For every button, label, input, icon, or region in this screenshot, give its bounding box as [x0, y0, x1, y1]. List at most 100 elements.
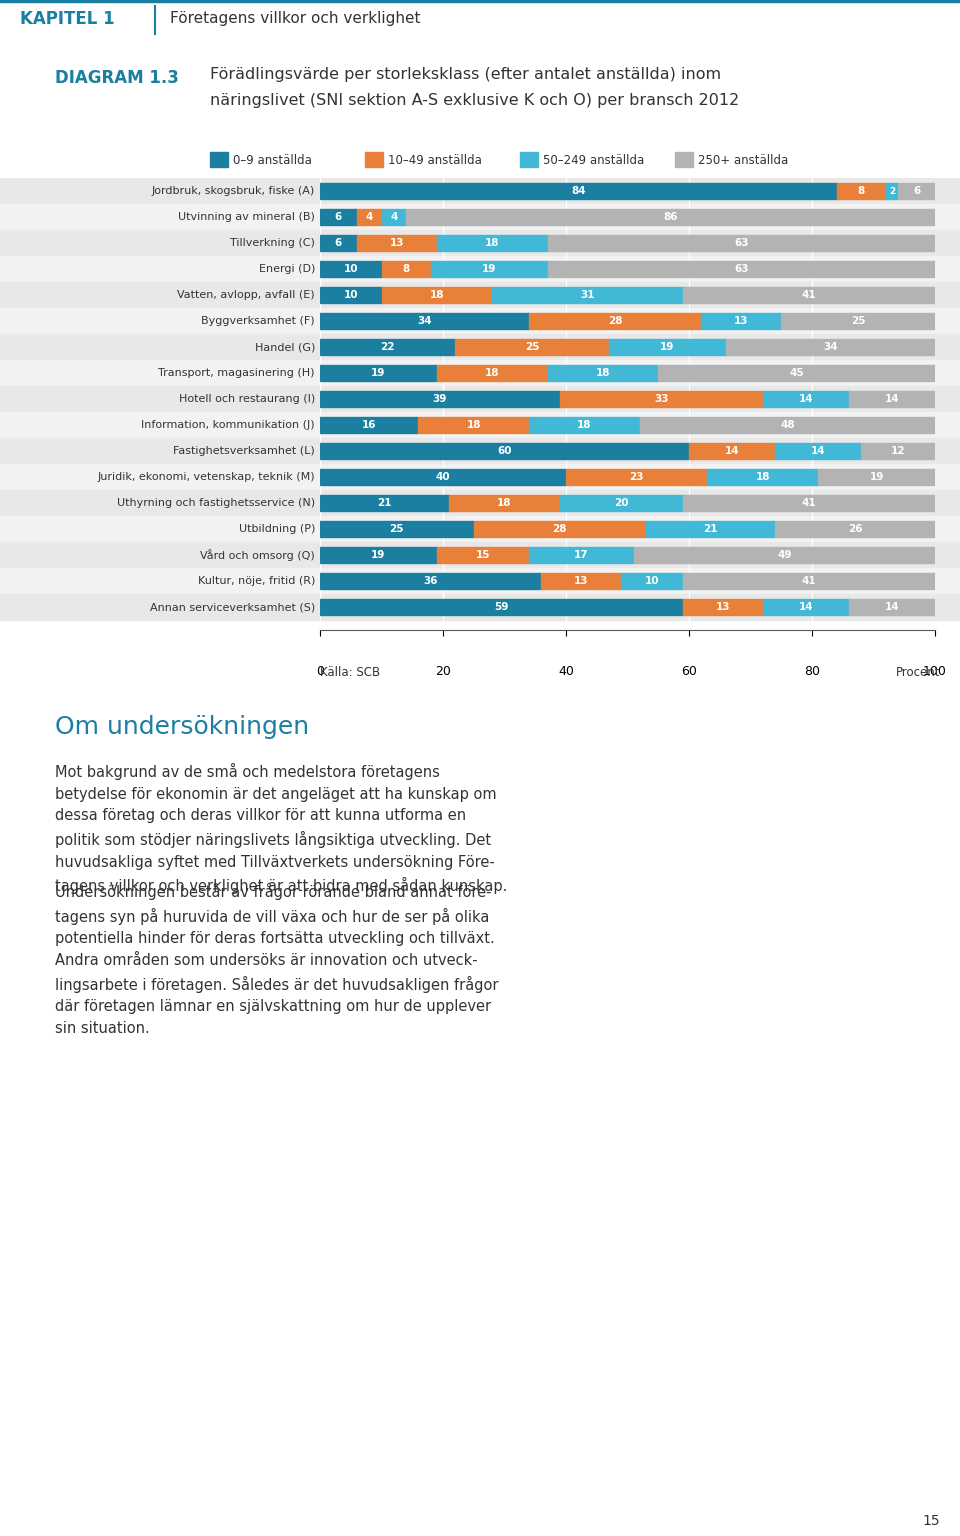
- Text: Fastighetsverksamhet (L): Fastighetsverksamhet (L): [173, 445, 315, 456]
- Text: 6: 6: [335, 238, 342, 247]
- Bar: [320, 468, 566, 485]
- Text: näringslivet (SNI sektion A-S exklusive K och O) per bransch 2012: näringslivet (SNI sektion A-S exklusive …: [210, 94, 739, 108]
- Text: 14: 14: [799, 602, 813, 611]
- Text: Tillverkning (C): Tillverkning (C): [230, 238, 315, 247]
- Text: 10: 10: [344, 290, 358, 300]
- Bar: [492, 287, 683, 303]
- Text: 18: 18: [497, 498, 512, 508]
- Bar: [529, 313, 702, 329]
- Text: 21: 21: [704, 524, 718, 535]
- Text: 10–49 anställda: 10–49 anställda: [388, 154, 482, 166]
- Bar: [0, 542, 960, 568]
- Bar: [675, 152, 693, 167]
- Text: 12: 12: [891, 445, 905, 456]
- Text: 14: 14: [799, 395, 813, 404]
- Text: 4: 4: [390, 212, 397, 223]
- Bar: [708, 468, 818, 485]
- Bar: [455, 339, 609, 355]
- Text: 48: 48: [780, 419, 795, 430]
- Bar: [683, 573, 935, 590]
- Bar: [560, 392, 763, 407]
- Bar: [702, 313, 781, 329]
- Bar: [683, 287, 935, 303]
- Text: Uthyrning och fastighetsservice (N): Uthyrning och fastighetsservice (N): [117, 498, 315, 508]
- Bar: [634, 547, 935, 564]
- Text: 36: 36: [423, 576, 438, 587]
- Bar: [0, 204, 960, 230]
- Text: 59: 59: [494, 602, 509, 611]
- Text: 0–9 anställda: 0–9 anställda: [233, 154, 312, 166]
- Bar: [547, 261, 935, 276]
- Bar: [320, 416, 419, 433]
- Text: 23: 23: [630, 472, 644, 482]
- Bar: [357, 209, 381, 226]
- Text: 8: 8: [402, 264, 410, 273]
- Text: 39: 39: [433, 395, 447, 404]
- Bar: [899, 183, 935, 200]
- Bar: [639, 416, 935, 433]
- Bar: [320, 183, 836, 200]
- Text: 14: 14: [884, 395, 900, 404]
- Text: DIAGRAM 1.3: DIAGRAM 1.3: [55, 69, 179, 88]
- Text: 28: 28: [553, 524, 567, 535]
- Bar: [0, 230, 960, 257]
- Bar: [560, 495, 683, 511]
- Bar: [320, 235, 357, 250]
- Text: Byggverksamhet (F): Byggverksamhet (F): [202, 316, 315, 326]
- Bar: [0, 359, 960, 386]
- Bar: [547, 235, 935, 250]
- Text: Vård och omsorg (Q): Vård och omsorg (Q): [201, 548, 315, 561]
- Bar: [320, 573, 541, 590]
- Bar: [381, 209, 406, 226]
- Text: 25: 25: [390, 524, 404, 535]
- Bar: [775, 442, 861, 459]
- Text: Undersökningen består av frågor rörande bland annat före-
tagens syn på huruvida: Undersökningen består av frågor rörande …: [55, 883, 498, 1035]
- Text: 34: 34: [823, 343, 838, 352]
- Text: 18: 18: [485, 238, 499, 247]
- Bar: [849, 392, 935, 407]
- Bar: [320, 287, 381, 303]
- Text: 41: 41: [802, 290, 816, 300]
- Bar: [763, 392, 849, 407]
- Bar: [449, 495, 560, 511]
- Bar: [726, 339, 935, 355]
- Text: 18: 18: [577, 419, 591, 430]
- Text: 41: 41: [802, 576, 816, 587]
- Bar: [320, 547, 437, 564]
- Text: 8: 8: [857, 186, 865, 197]
- Text: Annan serviceverksamhet (S): Annan serviceverksamhet (S): [150, 602, 315, 611]
- Bar: [683, 495, 935, 511]
- Bar: [529, 547, 634, 564]
- Text: 84: 84: [571, 186, 586, 197]
- Bar: [320, 521, 473, 538]
- Bar: [381, 287, 492, 303]
- Text: Utvinning av mineral (B): Utvinning av mineral (B): [179, 212, 315, 223]
- Bar: [836, 183, 886, 200]
- Bar: [529, 416, 639, 433]
- Text: Kultur, nöje, fritid (R): Kultur, nöje, fritid (R): [198, 576, 315, 587]
- Bar: [320, 209, 357, 226]
- Text: 60: 60: [497, 445, 512, 456]
- Text: Utbildning (P): Utbildning (P): [239, 524, 315, 535]
- Bar: [689, 442, 775, 459]
- Bar: [621, 573, 683, 590]
- Text: 17: 17: [574, 550, 588, 561]
- Text: 18: 18: [485, 369, 499, 378]
- Text: 33: 33: [654, 395, 668, 404]
- Bar: [0, 412, 960, 438]
- Text: 19: 19: [372, 550, 386, 561]
- Text: 25: 25: [851, 316, 865, 326]
- Text: Transport, magasinering (H): Transport, magasinering (H): [158, 369, 315, 378]
- Bar: [320, 442, 689, 459]
- Bar: [320, 392, 560, 407]
- Text: 13: 13: [390, 238, 404, 247]
- Bar: [381, 261, 431, 276]
- Bar: [210, 152, 228, 167]
- Bar: [437, 235, 547, 250]
- Bar: [365, 152, 383, 167]
- Text: 49: 49: [777, 550, 792, 561]
- Text: 13: 13: [574, 576, 588, 587]
- Text: Energi (D): Energi (D): [258, 264, 315, 273]
- Bar: [320, 495, 449, 511]
- Text: Vatten, avlopp, avfall (E): Vatten, avlopp, avfall (E): [178, 290, 315, 300]
